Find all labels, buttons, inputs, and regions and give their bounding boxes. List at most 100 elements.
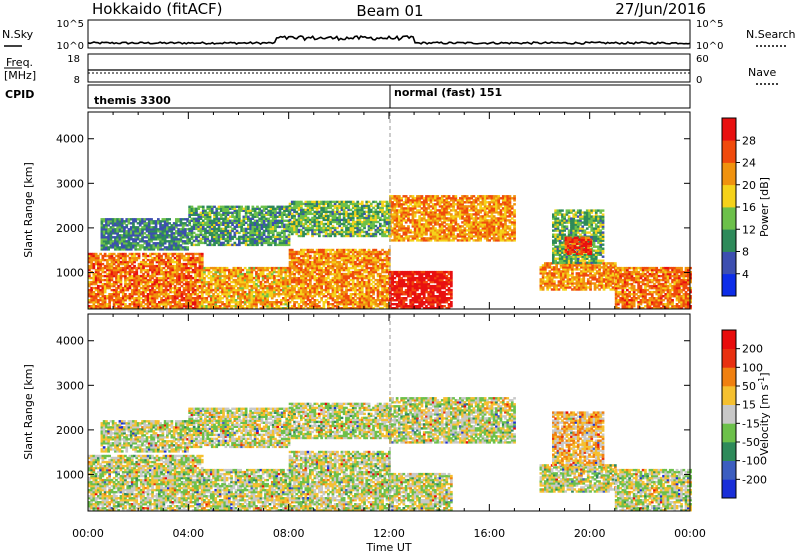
power-cell xyxy=(513,195,516,198)
power-cell xyxy=(171,280,175,284)
power-cell xyxy=(237,303,240,306)
power-cell xyxy=(239,278,242,282)
power-cell xyxy=(279,299,283,302)
power-cell xyxy=(407,272,410,276)
power-cell xyxy=(239,305,242,308)
power-cell xyxy=(158,266,161,270)
power-cell xyxy=(250,290,254,294)
power-cell xyxy=(200,288,204,292)
power-cell xyxy=(139,264,143,268)
power-cell xyxy=(288,297,292,300)
power-cell xyxy=(108,266,111,270)
power-cell xyxy=(404,207,408,210)
power-cell xyxy=(309,284,312,288)
power-cell xyxy=(369,282,373,286)
power-cell xyxy=(347,307,351,310)
power-cell xyxy=(178,266,181,270)
power-cell xyxy=(178,305,181,308)
power-cell xyxy=(92,303,96,306)
power-cell xyxy=(340,254,344,258)
power-cell xyxy=(420,195,424,198)
power-cell xyxy=(318,250,321,254)
power-cell xyxy=(264,290,267,294)
power-cell xyxy=(365,254,369,258)
power-cell xyxy=(354,250,357,254)
power-cell xyxy=(115,288,118,292)
power-cell xyxy=(381,264,384,268)
power-cell xyxy=(379,307,382,310)
power-cell xyxy=(241,280,245,284)
power-cell xyxy=(336,256,339,260)
power-cell xyxy=(250,301,254,304)
power-cell xyxy=(398,301,401,304)
power-cell xyxy=(367,254,371,258)
power-cell xyxy=(144,290,148,294)
power-cell xyxy=(189,293,193,296)
power-cell xyxy=(182,278,186,282)
power-cell xyxy=(162,299,166,302)
power-cell xyxy=(372,258,375,262)
power-cell xyxy=(234,307,238,310)
power-cell xyxy=(94,301,98,304)
power-cell xyxy=(228,286,231,290)
power-cell xyxy=(351,250,355,254)
power-cell xyxy=(248,295,251,298)
power-cell xyxy=(309,301,312,304)
power-cell xyxy=(146,272,150,276)
power-cell xyxy=(381,278,384,282)
power-cell xyxy=(243,290,247,294)
power-cell xyxy=(391,280,394,284)
power-cell xyxy=(88,266,91,270)
power-cell xyxy=(106,297,109,300)
power-cell xyxy=(138,244,142,247)
power-cell xyxy=(504,239,507,242)
power-cell xyxy=(402,272,406,276)
power-cell xyxy=(318,284,321,288)
power-cell xyxy=(166,218,169,221)
power-cell xyxy=(313,266,317,270)
power-cell xyxy=(331,286,335,290)
power-cell xyxy=(106,254,109,258)
power-cell xyxy=(259,301,263,304)
power-cell xyxy=(400,270,403,274)
power-cell xyxy=(237,290,240,294)
power-cell xyxy=(266,293,269,296)
power-cell xyxy=(133,274,136,278)
power-cell xyxy=(318,276,321,280)
power-cell xyxy=(259,303,263,306)
power-cell xyxy=(336,305,339,308)
power-cell xyxy=(225,307,229,310)
power-cell xyxy=(161,248,165,251)
power-cell xyxy=(167,270,170,274)
power-cell xyxy=(228,278,231,282)
power-cell xyxy=(302,290,305,294)
power-cell xyxy=(413,288,417,292)
power-cell xyxy=(196,274,200,278)
power-cell xyxy=(365,256,369,260)
power-cell xyxy=(290,288,294,292)
power-cell xyxy=(385,295,389,298)
power-cell xyxy=(376,295,380,298)
power-cell xyxy=(90,295,93,298)
power-cell xyxy=(92,278,96,282)
power-cell xyxy=(360,276,364,280)
power-cell xyxy=(374,282,378,286)
power-cell xyxy=(360,290,364,294)
power-cell xyxy=(388,252,391,256)
power-cell xyxy=(209,305,213,308)
power-cell xyxy=(385,252,389,256)
power-cell xyxy=(365,264,369,268)
power-cell xyxy=(139,282,143,286)
power-cell xyxy=(261,286,265,290)
power-cell xyxy=(241,282,245,286)
power-cell xyxy=(176,301,179,304)
power-cell xyxy=(151,276,154,280)
power-cell xyxy=(282,270,285,274)
power-cell xyxy=(270,266,274,270)
power-cell xyxy=(311,248,314,252)
power-cell xyxy=(349,250,353,254)
power-cell xyxy=(135,290,139,294)
power-cell xyxy=(243,303,247,306)
power-cell xyxy=(130,293,134,296)
power-cell xyxy=(381,303,384,306)
